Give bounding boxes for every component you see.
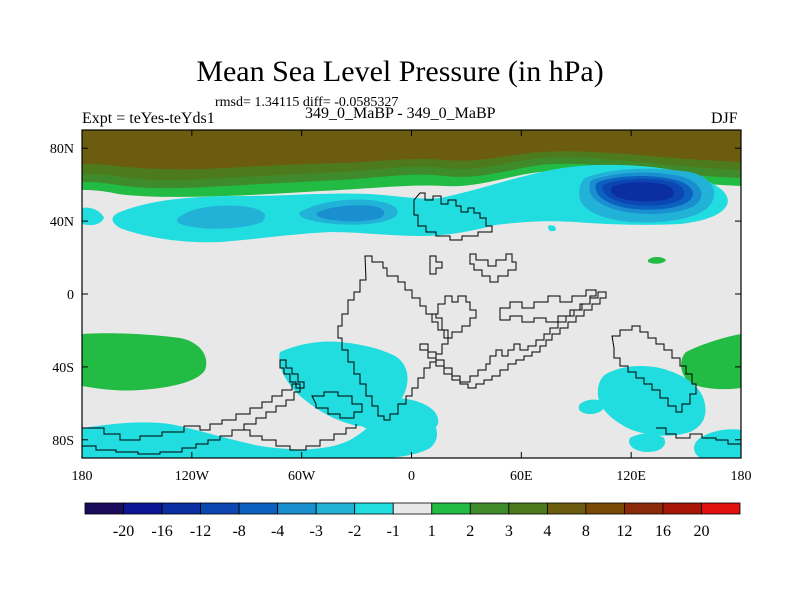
x-tick-label: 0 [408,469,415,484]
experiment-label: Expt = teYes-teYds1 [82,110,215,127]
colorbar-swatch [277,502,317,515]
contour-blue-12 [611,182,674,202]
colorbar-swatch [431,502,471,515]
comparison-label: 349_0_MaBP - 349_0_MaBP [305,105,496,122]
colorbar-swatch [84,502,124,515]
x-tick-label: 180 [72,469,93,484]
colorbar: -20 -16 -12 -8 -4 -3 -2 -1 1 2 3 4 8 12 16 20 [84,502,741,540]
contour-cyan-sh-4 [597,366,706,436]
colorbar-label: -12 [190,523,211,540]
y-tick-label: 0 [67,288,74,303]
x-tick-label: 60E [510,469,533,484]
colorbar-label: -3 [310,523,323,540]
contour-green-sh-west [82,333,207,391]
colorbar-swatch [200,502,240,515]
colorbar-label: -8 [232,523,245,540]
colorbar-label: 20 [693,523,709,540]
colorbar-swatch [508,502,548,515]
contour-field [82,130,741,458]
x-tick-label: 60W [288,469,316,484]
y-tick-label: 80S [52,434,74,449]
x-tick-label: 180 [731,469,752,484]
colorbar-label: 1 [428,523,436,540]
colorbar-swatch [161,502,201,515]
contour-cyan-2-pacific [177,205,266,229]
colorbar-swatch [238,502,279,515]
y-axis: 80N 40N 0 40S 80S [50,142,741,449]
contour-cyan-sh-1 [82,408,437,458]
colorbar-swatch [585,502,625,515]
contour-cyan-1-north [112,164,728,243]
colorbar-label: 2 [466,523,474,540]
contour-cyan-sh-7 [694,429,741,458]
y-tick-label: 80N [50,142,74,157]
contour-green-asia [648,257,666,264]
colorbar-label: -16 [151,523,172,540]
y-tick-label: 40S [52,361,74,376]
colorbar-swatch [662,502,702,515]
season-label: DJF [711,110,738,127]
contour-green-sh-east [681,334,741,390]
y-tick-label: 40N [50,215,74,230]
colorbar-label: 4 [543,523,551,540]
x-tick-label: 120E [616,469,646,484]
colorbar-label: 8 [582,523,590,540]
plot-title: Mean Sea Level Pressure (in hPa) [196,55,604,88]
contour-cyan-sh-8 [548,225,556,232]
colorbar-label: -20 [113,523,134,540]
colorbar-swatch [354,502,394,515]
colorbar-label: 16 [655,523,671,540]
colorbar-label: -4 [271,523,284,540]
colorbar-swatch [624,502,664,515]
contour-cyan-sh-5 [578,399,605,414]
colorbar-swatch [701,502,741,515]
colorbar-swatch [315,502,356,515]
contour-cyan-sh-3 [346,397,439,436]
colorbar-swatch [469,502,510,515]
colorbar-label: -1 [387,523,400,540]
x-axis: 180 120W 60W 0 60E 120E 180 [72,130,752,484]
contour-brown-8-north [82,130,741,170]
x-tick-label: 120W [175,469,210,484]
colorbar-swatch [392,502,433,515]
coastline-layer [82,192,741,455]
colorbar-label: -2 [348,523,361,540]
stats-label: rmsd= 1.34115 diff= -0.0585327 [215,95,399,110]
contour-cyan-sh-6 [629,433,666,452]
contour-blue-3-atlantic [316,205,385,222]
colorbar-swatch [123,502,163,515]
colorbar-label: 12 [616,523,632,540]
colorbar-swatch [546,502,587,515]
colorbar-label: 3 [505,523,513,540]
